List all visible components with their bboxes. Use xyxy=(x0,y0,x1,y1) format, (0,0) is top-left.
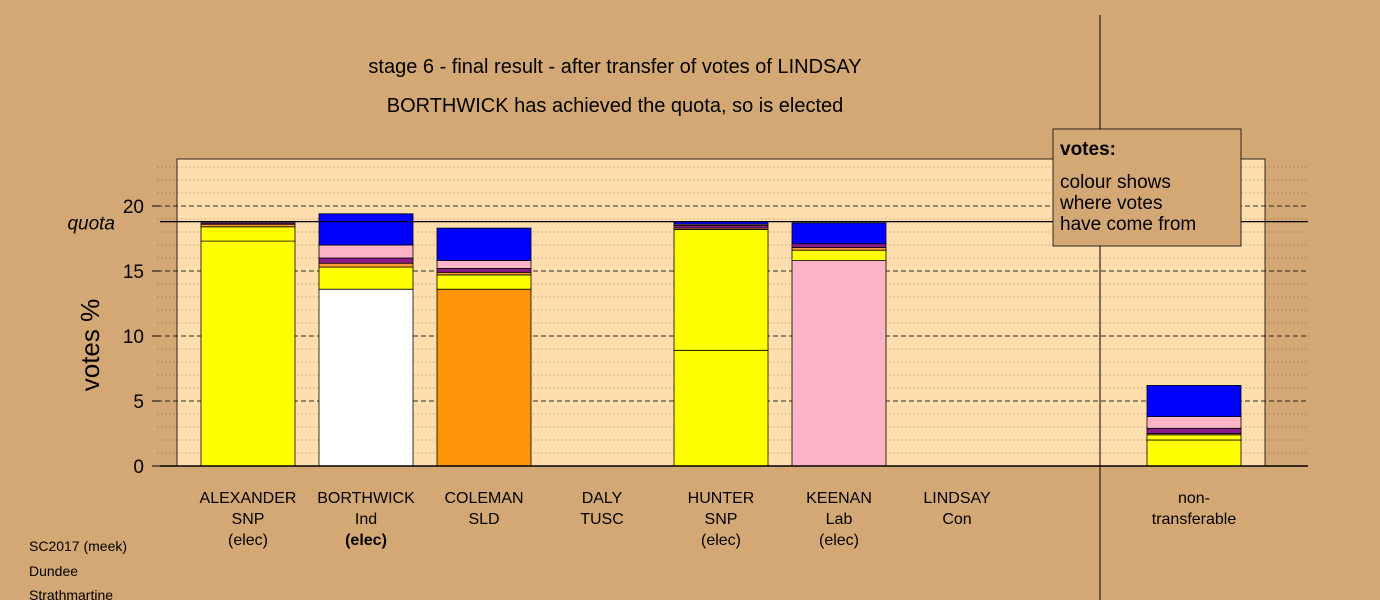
footer-line-3: Strathmartine xyxy=(29,587,113,600)
candidate-name-label: HUNTER xyxy=(688,490,755,507)
bar-segment-borthwick-0 xyxy=(318,288,414,467)
y-axis: 0 5 10 15 20 xyxy=(123,197,160,478)
bars-group xyxy=(200,213,1242,467)
candidate-party-label: TUSC xyxy=(580,511,624,528)
bar-segment-coleman-1 xyxy=(436,274,532,290)
bar-segment-borthwick-1 xyxy=(318,266,414,290)
chart-title: stage 6 - final result - after transfer … xyxy=(368,56,861,78)
candidate-labels: ALEXANDER SNP (elec) BORTHWICK Ind (elec) COLE… xyxy=(200,490,1237,549)
chart-subtitle: BORTHWICK has achieved the quota, so is … xyxy=(387,95,844,117)
candidate-party-label: Lab xyxy=(826,511,853,528)
bar-segment-non-1 xyxy=(1146,434,1242,441)
legend-box: votes: colour shows where votes have com… xyxy=(1052,128,1242,247)
legend-frame xyxy=(1052,128,1242,247)
quota-label: quota xyxy=(67,214,115,235)
bar-segment-borthwick-2 xyxy=(318,262,414,268)
bar-segment-non-5 xyxy=(1146,384,1242,417)
candidate-status-label: (elec) xyxy=(228,532,268,549)
bar-segment-coleman-5 xyxy=(436,227,532,262)
candidate-name-label: BORTHWICK xyxy=(317,490,415,507)
bar-segment-keenan-3 xyxy=(791,243,887,248)
candidate-status-label: (elec) xyxy=(819,532,859,549)
candidate-party-label: transferable xyxy=(1152,511,1237,528)
bar-segment-alexander-0 xyxy=(200,240,296,467)
bar-segment-coleman-3 xyxy=(436,267,532,273)
legend-title: votes: xyxy=(1060,139,1116,160)
bar-segment-non-3 xyxy=(1146,427,1242,434)
bar-segment-keenan-1 xyxy=(791,249,887,261)
footer-line-1: SC2017 (meek) xyxy=(29,538,127,554)
candidate-party-label: Ind xyxy=(355,511,377,528)
candidate-party-label: Con xyxy=(942,511,971,528)
candidate-name-label: KEENAN xyxy=(806,490,872,507)
y-tick-label: 0 xyxy=(133,457,144,478)
candidate-name-label: non- xyxy=(1178,490,1210,507)
bar-segment-hunter-1 xyxy=(673,228,769,351)
y-tick-label: 5 xyxy=(133,392,144,413)
candidate-party-label: SNP xyxy=(232,511,265,528)
footer-line-2: Dundee xyxy=(29,563,78,579)
candidate-party-label: SLD xyxy=(468,511,499,528)
legend-line-2: where votes xyxy=(1059,193,1162,214)
bar-segment-coleman-0 xyxy=(436,288,532,467)
bar-segment-hunter-0 xyxy=(673,349,769,467)
legend-line-1: colour shows xyxy=(1060,172,1171,193)
legend-line-3: have come from xyxy=(1060,214,1196,235)
candidate-name-label: LINDSAY xyxy=(923,490,991,507)
bar-segment-non-4 xyxy=(1146,416,1242,429)
y-tick-label: 20 xyxy=(123,197,144,218)
bar-segment-keenan-0 xyxy=(791,260,887,467)
bar-segment-borthwick-4 xyxy=(318,244,414,259)
y-tick-label: 15 xyxy=(123,262,144,283)
candidate-party-label: SNP xyxy=(705,511,738,528)
bar-segment-borthwick-5 xyxy=(318,213,414,246)
candidate-name-label: DALY xyxy=(582,490,623,507)
bar-segment-non-0 xyxy=(1146,439,1242,467)
y-axis-label: votes % xyxy=(75,299,105,392)
bar-segment-borthwick-3 xyxy=(318,257,414,264)
bar-segment-keenan-4 xyxy=(791,222,887,245)
candidate-status-label: (elec) xyxy=(345,532,387,549)
candidate-name-label: ALEXANDER xyxy=(200,490,297,507)
y-tick-label: 10 xyxy=(123,327,144,348)
candidate-status-label: (elec) xyxy=(701,532,741,549)
candidate-name-label: COLEMAN xyxy=(444,490,523,507)
bar-segment-coleman-4 xyxy=(436,260,532,269)
bar-segment-alexander-1 xyxy=(200,226,296,242)
bar-segment-alexander-3 xyxy=(200,222,296,225)
